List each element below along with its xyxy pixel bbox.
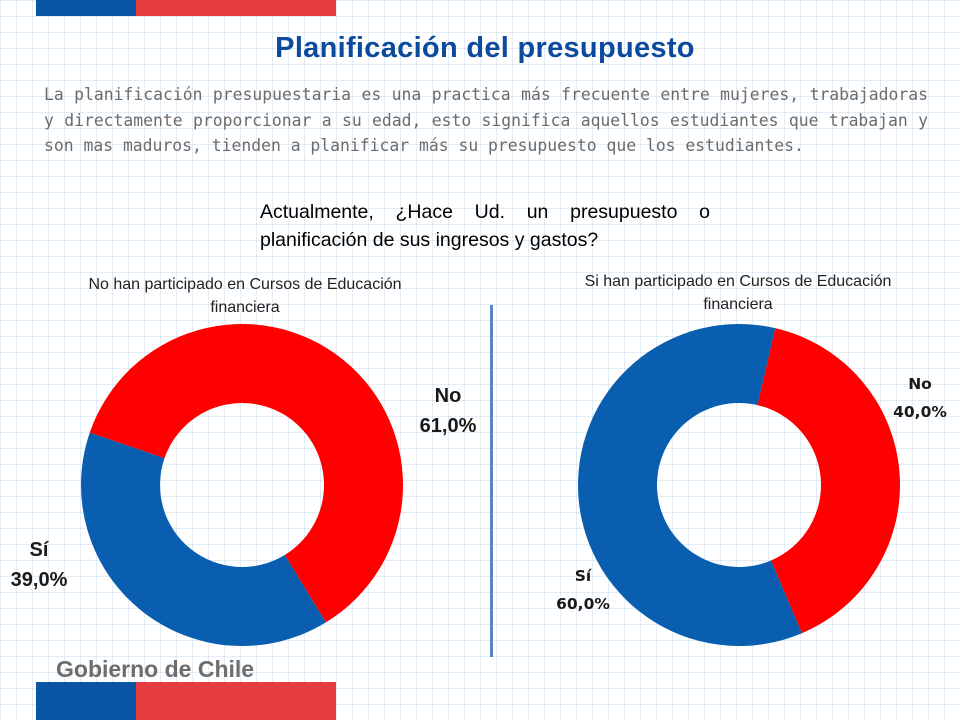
label-no-right: No 40,0%	[880, 370, 960, 426]
page-title: Planificación del presupuesto	[275, 32, 695, 64]
gobierno-logo-text: Gobierno de Chile	[56, 656, 255, 682]
flag-blue-segment	[36, 0, 136, 16]
flag-red-segment	[136, 0, 336, 16]
flag-bar-top	[36, 0, 336, 16]
right-slice-si	[578, 324, 802, 646]
chart-left-subtitle: No han participado en Cursos de Educació…	[88, 276, 402, 316]
flag-bar-bottom	[36, 682, 336, 720]
left-slice-si	[80, 432, 326, 646]
flag-blue-segment-bottom	[36, 682, 136, 720]
label-no-right-name: No	[908, 375, 932, 393]
label-si-right: Sí 60,0%	[543, 562, 623, 618]
label-si-left-name: Sí	[29, 539, 49, 561]
survey-question: Actualmente, ¿Hace Ud. un presupuesto o …	[260, 201, 710, 251]
left-slice-no	[89, 324, 403, 623]
label-no-right-value: 40,0%	[893, 403, 947, 421]
label-no-left: No 61,0%	[408, 381, 488, 441]
label-no-left-value: 61,0%	[419, 415, 477, 437]
label-si-right-name: Sí	[574, 567, 592, 585]
donut-chart-no-participation	[80, 324, 403, 646]
label-no-left-name: No	[434, 385, 462, 407]
donut-chart-participation	[578, 324, 900, 646]
intro-paragraph: La planificación presupuestaria es una p…	[44, 85, 928, 155]
chart-right-subtitle: Si han participado en Cursos de Educació…	[584, 273, 892, 313]
label-si-left: Sí 39,0%	[0, 535, 78, 595]
right-slice-no	[757, 328, 900, 634]
label-si-left-value: 39,0%	[10, 569, 68, 591]
flag-red-segment-bottom	[136, 682, 336, 720]
label-si-right-value: 60,0%	[556, 595, 610, 613]
chart-divider	[490, 305, 493, 657]
